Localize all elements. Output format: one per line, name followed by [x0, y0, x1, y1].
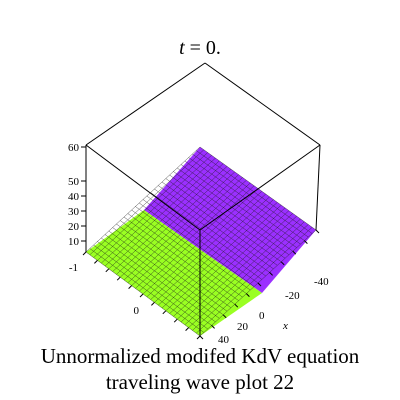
- surface-mesh: [85, 146, 317, 337]
- z-tick-label: 20: [68, 221, 80, 233]
- y-tick: [185, 327, 189, 331]
- x-tick: [315, 229, 320, 234]
- box-front-edges: [85, 144, 321, 336]
- mesh-line: [93, 244, 208, 330]
- y-tick: [128, 285, 132, 289]
- x-tick: [269, 272, 273, 276]
- mesh-line: [89, 248, 205, 333]
- z-axis-ticks: [81, 146, 86, 242]
- z-tick-label: 30: [68, 206, 80, 218]
- x-tick-label: 0: [259, 310, 265, 322]
- x-tick: [292, 250, 297, 255]
- title-variable: t: [179, 37, 185, 59]
- mesh-line: [196, 227, 313, 334]
- y-tick: [173, 318, 178, 323]
- x-tick-label: -40: [314, 276, 329, 288]
- z-tick-label: 40: [68, 191, 80, 203]
- title-value: = 0.: [185, 37, 221, 59]
- box-back-edges: [85, 62, 321, 146]
- caption-line-1: Unnormalized modifed KdV equation: [40, 344, 360, 368]
- x-tick-label: 40: [218, 334, 230, 345]
- x-tick: [234, 303, 239, 308]
- x-tick: [211, 325, 215, 329]
- y-tick: [116, 276, 121, 281]
- z-tick-label: 50: [68, 176, 80, 188]
- y-tick: [82, 251, 87, 256]
- y-tick: [139, 293, 144, 298]
- y-tick: [105, 268, 110, 273]
- mesh-line: [97, 241, 212, 326]
- caption-line-2: traveling wave plot 22: [105, 370, 295, 394]
- x-tick: [280, 261, 285, 266]
- y-tick-label: -1: [69, 262, 78, 274]
- surface-plot: t = 0. 10 20 30 40 50 60 -1 0 -40 -20 0: [68, 37, 329, 345]
- y-tick: [196, 335, 201, 340]
- z-tick-label: 60: [68, 142, 80, 154]
- x-axis-labels: -40 -20 0 20 40 x: [218, 276, 329, 345]
- x-tick: [257, 282, 262, 287]
- mesh-line: [188, 221, 305, 328]
- x-axis-title: x: [282, 320, 288, 332]
- y-tick: [151, 302, 155, 306]
- y-axis-ticks: [82, 251, 201, 340]
- y-tick: [94, 260, 98, 264]
- x-tick: [199, 335, 204, 340]
- mesh-line: [184, 218, 301, 325]
- y-axis-labels: -1 0: [69, 262, 140, 317]
- x-tick: [304, 240, 308, 244]
- z-tick-label: 10: [68, 236, 80, 248]
- x-axis-ticks: [199, 229, 320, 340]
- y-tick: [162, 310, 167, 315]
- x-tick-label: 20: [237, 321, 249, 333]
- mesh-line: [192, 224, 309, 331]
- plot-title: t = 0.: [179, 37, 221, 59]
- mesh-line: [101, 237, 216, 323]
- x-tick-label: -20: [285, 290, 300, 302]
- y-tick-label: 0: [134, 305, 140, 317]
- x-tick: [246, 293, 250, 297]
- z-axis-labels: 10 20 30 40 50 60: [68, 142, 80, 248]
- x-tick: [222, 314, 227, 319]
